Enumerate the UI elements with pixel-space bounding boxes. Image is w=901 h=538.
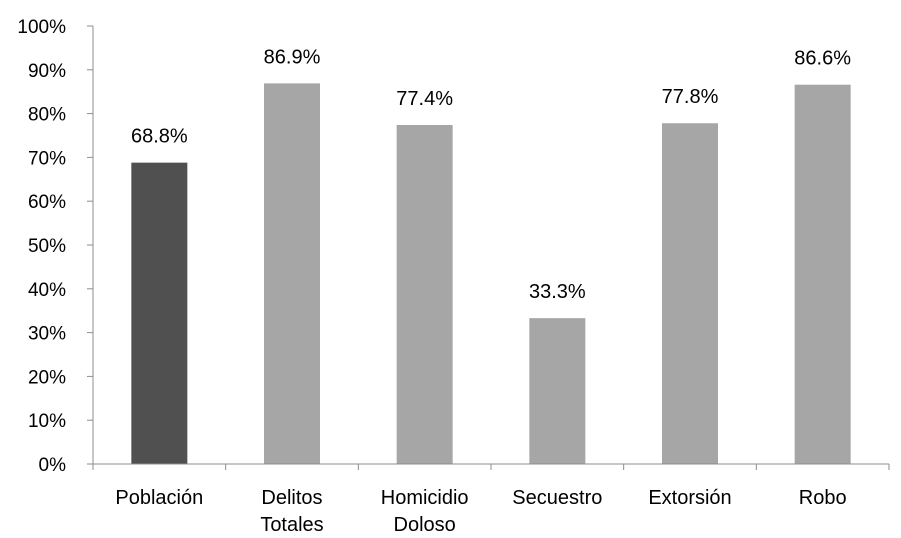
bar: [264, 83, 320, 465]
y-axis: 0% 10% 20% 30% 40% 50% 60% 70% 80% 90% 100%: [17, 17, 94, 476]
category-label: Delitos Totales: [260, 487, 323, 536]
bar: [396, 124, 453, 464]
y-tick-label: 80%: [28, 105, 66, 126]
bar: [529, 318, 586, 464]
category-label-line: Extorsión: [648, 487, 731, 509]
y-tick-label: 10%: [28, 411, 66, 432]
bar: [662, 123, 718, 465]
bars: [131, 83, 851, 465]
category-label-line: Población: [115, 487, 203, 509]
data-label: 86.9%: [264, 46, 321, 68]
category-label: Homicidio Doloso: [381, 487, 469, 536]
category-label-line: Doloso: [394, 514, 456, 536]
y-tick-label: 0%: [39, 455, 67, 476]
y-tick-label: 70%: [28, 148, 66, 169]
y-tick-label: 40%: [28, 280, 66, 301]
category-label-line: Delitos: [261, 487, 322, 509]
bar: [131, 162, 188, 464]
data-label: 77.4%: [396, 88, 453, 110]
data-labels: 68.8% 86.9% 77.4% 33.3% 77.8% 86.6%: [131, 46, 851, 303]
data-label: 86.6%: [794, 48, 851, 70]
category-label-line: Secuestro: [512, 487, 602, 509]
y-tick-label: 20%: [28, 367, 66, 388]
x-axis: Población Delitos Totales Homicidio Doloso Se…: [92, 463, 890, 536]
y-tick-label: 100%: [17, 17, 66, 38]
y-tick-label: 60%: [28, 192, 66, 213]
category-label-line: Totales: [260, 514, 323, 536]
category-label-line: Homicidio: [381, 487, 469, 509]
bar: [794, 84, 851, 464]
data-label: 33.3%: [529, 281, 586, 303]
data-label: 77.8%: [662, 86, 719, 108]
category-label: Secuestro: [512, 487, 602, 509]
y-tick-label: 30%: [28, 324, 66, 345]
category-label: Población: [115, 487, 203, 509]
data-label: 68.8%: [131, 126, 188, 148]
category-label: Robo: [799, 487, 847, 509]
category-label: Extorsión: [648, 487, 731, 509]
category-label-line: Robo: [799, 487, 847, 509]
y-tick-label: 50%: [28, 236, 66, 257]
y-tick-label: 90%: [28, 61, 66, 82]
